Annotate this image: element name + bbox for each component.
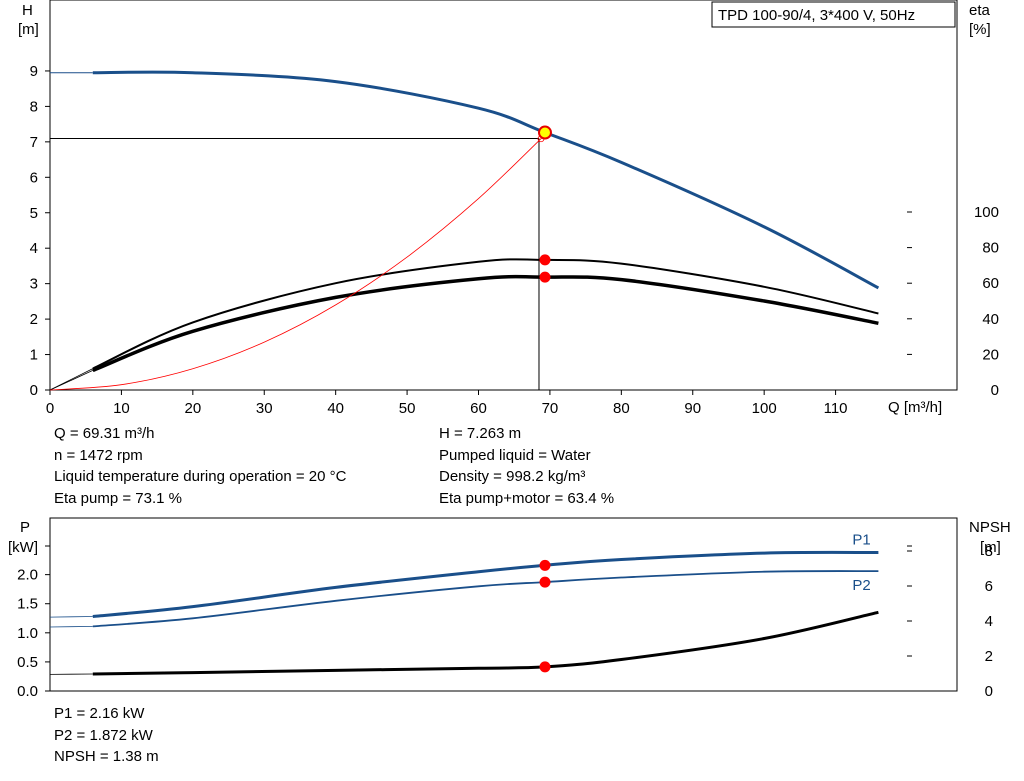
x-tick-label: 60 — [470, 400, 487, 417]
npsh-point — [539, 661, 551, 673]
y2-tick-label: 0 — [991, 382, 999, 399]
head-curve — [92, 70, 880, 290]
x-tick-label: 80 — [613, 400, 630, 417]
info-liquid-temp: Liquid temperature during operation = 20… — [54, 468, 347, 485]
p1-curve-label: P1 — [852, 532, 870, 549]
x-tick-label: 10 — [113, 400, 130, 417]
p-tick-label: 2.0 — [17, 567, 38, 584]
x-tick-label: 70 — [542, 400, 559, 417]
p2-curve — [92, 570, 879, 628]
info-npsh: NPSH = 1.38 m — [54, 748, 159, 765]
info-eta-pump: Eta pump = 73.1 % — [54, 489, 182, 507]
p1-point — [539, 559, 551, 571]
y-axis-label-h: H — [22, 2, 33, 19]
p1-curve — [92, 550, 879, 618]
y2-tick-label: 60 — [982, 275, 999, 292]
p-tick-label: 0.0 — [17, 683, 38, 700]
x-tick-label: 100 — [752, 400, 777, 417]
x-tick-label: 30 — [256, 400, 273, 417]
x-tick-label: 50 — [399, 400, 416, 417]
npsh-tick-label: 8 — [985, 543, 993, 560]
bottom-axis-ticks: 0.0 0.5 1.0 1.5 2.0 0 2 4 6 8 — [17, 543, 993, 700]
top-axis-ticks: 0 10 20 30 40 50 60 70 80 90 100 110012345678902040… — [30, 63, 999, 417]
bottom-plot-frame — [49, 517, 958, 692]
chart-title-box — [711, 1, 956, 28]
y2-axis-unit-eta: [%] — [969, 21, 991, 38]
eta-pump-point — [539, 254, 551, 266]
info-p1: P1 = 2.16 kW — [54, 705, 145, 722]
operating-point-marker — [537, 125, 552, 140]
npsh-tick-label: 0 — [985, 683, 993, 700]
x-tick-label: 110 — [824, 400, 848, 417]
info-speed: n = 1472 rpm — [54, 446, 143, 464]
y2-axis-label-eta: eta — [969, 2, 991, 19]
info-flow: Q = 69.31 m³/h — [54, 425, 155, 442]
performance-chart: TPD 100-90/4, 3*400 V, 50Hz H [m] eta [%… — [18, 0, 999, 417]
x-tick-label: 90 — [684, 400, 701, 417]
y-tick-label: 9 — [30, 63, 38, 80]
eta-pump-motor-point — [539, 271, 551, 283]
npsh-curve — [92, 610, 879, 676]
y-tick-label: 1 — [30, 347, 38, 364]
x-tick-label: 20 — [184, 400, 201, 417]
y-tick-label: 8 — [30, 98, 38, 115]
eta-pump-curve — [92, 258, 879, 370]
y2-tick-label: 100 — [974, 204, 999, 221]
y2-axis-label-npsh: NPSH — [969, 519, 1011, 536]
x-axis-label: Q [m³/h] — [888, 399, 942, 416]
npsh-tick-label: 2 — [985, 648, 993, 665]
y-tick-label: 4 — [30, 240, 38, 257]
y2-tick-label: 40 — [982, 311, 999, 328]
chart-title: TPD 100-90/4, 3*400 V, 50Hz — [718, 7, 915, 24]
top-curves — [49, 70, 880, 391]
y-tick-label: 0 — [30, 382, 38, 399]
eta-pump-motor-curve-stub — [49, 370, 93, 391]
system-curve — [49, 134, 546, 391]
x-tick-label: 40 — [327, 400, 344, 417]
info-head: H = 7.263 m — [439, 425, 522, 442]
y-tick-label: 2 — [30, 311, 38, 328]
p-tick-label: 1.0 — [17, 625, 38, 642]
info-block-right: H = 7.263 m Pumped liquid = Water Densit… — [439, 423, 614, 509]
p-tick-label: 0.5 — [17, 654, 38, 671]
npsh-tick-label: 6 — [985, 578, 993, 595]
p2-curve-label: P2 — [852, 577, 870, 594]
y2-tick-label: 20 — [982, 346, 999, 363]
info-pumped-liquid: Pumped liquid = Water — [439, 446, 591, 464]
y-tick-label: 5 — [30, 205, 38, 222]
y-axis-label-p: P — [20, 519, 30, 536]
y-tick-label: 6 — [30, 169, 38, 186]
y-axis-unit-p: [kW] — [8, 539, 38, 556]
y-axis-unit-h: [m] — [18, 21, 39, 38]
npsh-tick-label: 4 — [985, 613, 993, 630]
eta-pump-motor-curve — [92, 274, 879, 373]
info-p2: P2 = 1.872 kW — [54, 726, 153, 744]
info-block-bottom: P1 = 2.16 kW P2 = 1.872 kW NPSH = 1.38 m — [54, 703, 159, 768]
y-tick-label: 3 — [30, 276, 38, 293]
bottom-curves: P1 P2 — [49, 532, 879, 676]
p-tick-label: 1.5 — [17, 596, 38, 613]
y-tick-label: 7 — [30, 134, 38, 151]
info-block-left: Q = 69.31 m³/h n = 1472 rpm Liquid tempe… — [54, 423, 346, 509]
top-plot-frame — [49, 0, 958, 391]
info-eta-pump-motor: Eta pump+motor = 63.4 % — [439, 489, 615, 507]
p1-curve-stub — [49, 616, 93, 618]
p2-point — [539, 576, 551, 588]
y2-tick-label: 80 — [982, 240, 999, 257]
info-density: Density = 998.2 kg/m³ — [439, 468, 586, 485]
y2-axis-unit-npsh: [m] — [980, 539, 1001, 556]
p2-curve-stub — [49, 626, 93, 628]
x-tick-label: 0 — [46, 400, 54, 417]
